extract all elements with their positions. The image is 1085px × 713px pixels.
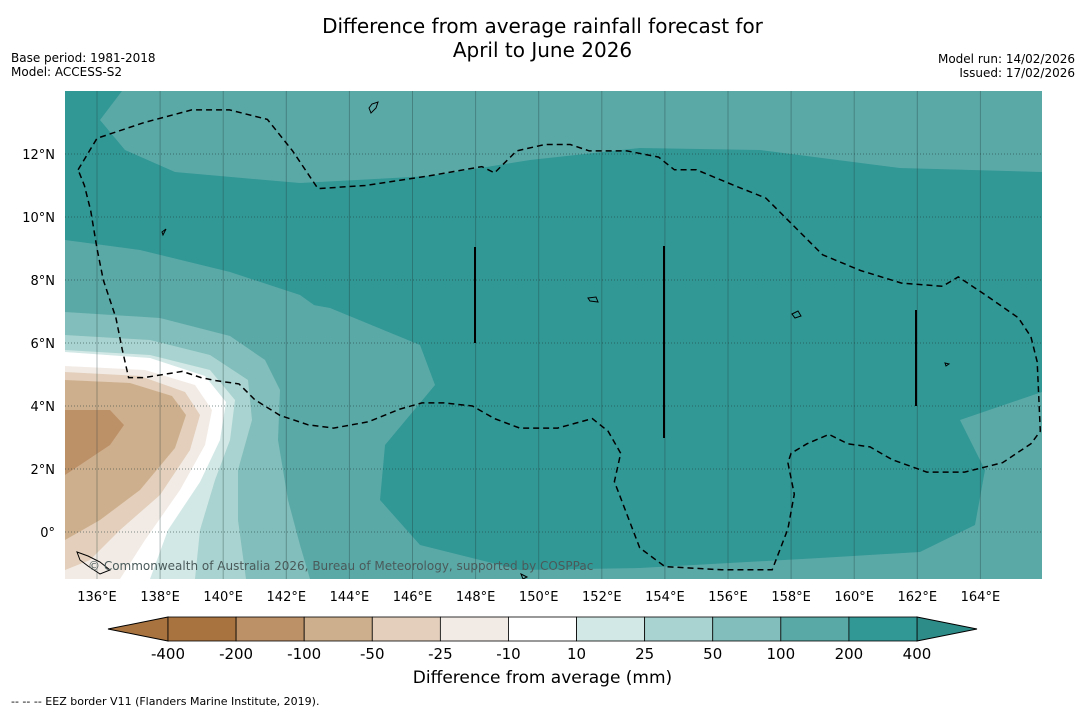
colorbar-swatch	[576, 616, 646, 642]
y-tick-label: 8°N	[31, 274, 56, 289]
island	[520, 572, 529, 579]
colorbar-swatch	[303, 616, 373, 642]
colorbar-swatch	[167, 616, 237, 642]
model-run: Model run: 14/02/2026	[937, 52, 1075, 66]
colorbar-tick-label: -200	[219, 645, 253, 663]
colorbar-title: Difference from average (mm)	[412, 668, 673, 688]
colorbar-tick-label: 25	[635, 645, 654, 663]
colorbar: -400 -200 -100 -50 -25 -10 10 25 50 100 200 400	[107, 616, 978, 663]
x-axis-ticks: 136°E 138°E 140°E 142°E 144°E 146°E 148°E 150°E…	[77, 590, 1000, 605]
colorbar-swatch	[644, 616, 714, 642]
island	[368, 101, 379, 114]
colorbar-tick-label: 50	[703, 645, 722, 663]
colorbar-swatch	[712, 616, 782, 642]
colorbar-swatch	[848, 616, 918, 642]
band-50-100	[65, 312, 310, 579]
y-tick-label: 2°N	[31, 463, 56, 478]
y-axis-ticks: 0° 2°N 4°N 6°N 8°N 10°N 12°N	[22, 148, 55, 541]
colorbar-extend-low	[107, 616, 169, 642]
x-tick-label: 152°E	[582, 590, 622, 605]
y-tick-label: 12°N	[22, 148, 55, 163]
colorbar-tick-label: 100	[766, 645, 795, 663]
reef-lines	[474, 246, 917, 438]
map-title: Difference from average rainfall forecas…	[0, 14, 1085, 62]
colorbar-tick-label: -50	[360, 645, 385, 663]
y-tick-label: 0°	[40, 526, 55, 541]
eez-footnote: -- -- -- EEZ border V11 (Flanders Marine…	[11, 695, 320, 708]
band-100-200-patch-nw	[65, 240, 332, 330]
colorbar-swatch	[439, 616, 509, 642]
colorbar-swatch	[780, 616, 850, 642]
copyright-notice: © Commonwealth of Australia 2026, Bureau…	[88, 559, 593, 573]
issued-date: Issued: 17/02/2026	[959, 66, 1075, 80]
meta-left: Base period: 1981-2018 Model: ACCESS-S2	[11, 51, 156, 79]
colorbar-tick-label: -10	[496, 645, 521, 663]
model-name: Model: ACCESS-S2	[11, 65, 123, 79]
x-tick-label: 158°E	[771, 590, 811, 605]
contour-fields	[65, 91, 1042, 579]
x-tick-label: 142°E	[267, 590, 307, 605]
x-tick-label: 138°E	[140, 590, 180, 605]
y-tick-label: 4°N	[31, 400, 56, 415]
x-tick-label: 146°E	[393, 590, 433, 605]
colorbar-tick-label: 10	[567, 645, 586, 663]
x-tick-label: 154°E	[645, 590, 685, 605]
islands	[76, 101, 951, 579]
colorbar-swatch	[371, 616, 441, 642]
title-line-2: April to June 2026	[452, 38, 633, 62]
colorbar-tick-label: -25	[428, 645, 453, 663]
y-tick-label: 10°N	[22, 211, 55, 226]
band-minus200-minus100	[65, 410, 124, 475]
x-tick-label: 140°E	[203, 590, 243, 605]
band-200-400-main	[65, 91, 1042, 570]
x-tick-label: 148°E	[456, 590, 496, 605]
x-tick-label: 164°E	[961, 590, 1001, 605]
colorbar-tick-label: -100	[287, 645, 321, 663]
band-10-25	[65, 350, 235, 579]
x-tick-label: 156°E	[708, 590, 748, 605]
island	[161, 228, 167, 237]
island	[791, 310, 802, 319]
island	[76, 551, 111, 575]
y-tick-label: 6°N	[31, 337, 56, 352]
x-tick-label: 150°E	[519, 590, 559, 605]
x-tick-label: 162°E	[898, 590, 938, 605]
colorbar-tick-label: 400	[903, 645, 932, 663]
x-tick-label: 136°E	[77, 590, 117, 605]
island	[587, 296, 599, 303]
island	[944, 362, 951, 367]
colorbar-extend-high	[916, 616, 978, 642]
x-tick-label: 160°E	[834, 590, 874, 605]
colorbar-tick-label: -400	[151, 645, 185, 663]
x-tick-label: 144°E	[330, 590, 370, 605]
meta-right: Model run: 14/02/2026 Issued: 17/02/2026	[938, 52, 1075, 80]
colorbar-swatch	[508, 616, 577, 642]
title-line-1: Difference from average rainfall forecas…	[322, 14, 763, 38]
graticule	[65, 91, 1042, 579]
base-period: Base period: 1981-2018	[11, 51, 156, 65]
colorbar-swatch	[235, 616, 305, 642]
colorbar-tick-label: 200	[835, 645, 864, 663]
